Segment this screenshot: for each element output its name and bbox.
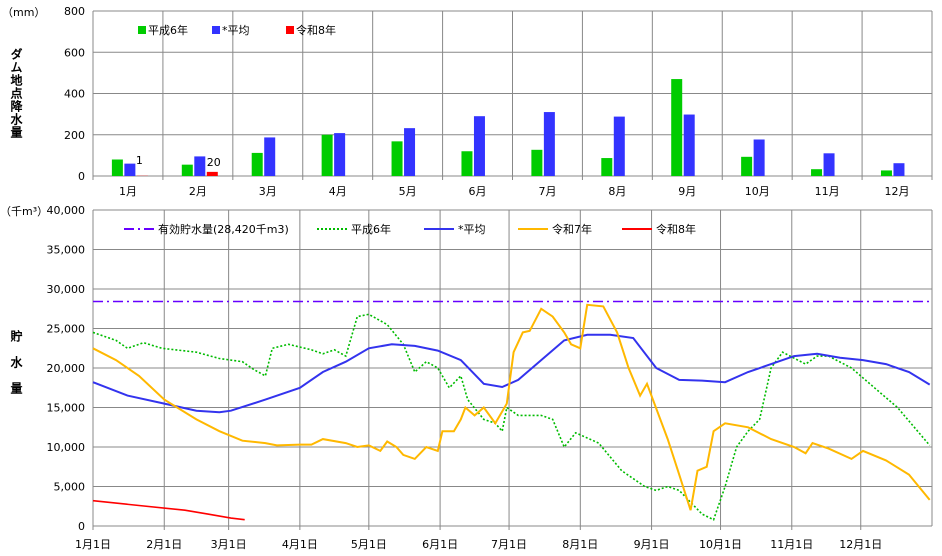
bar-y-tick-label: 800 [64, 5, 85, 18]
bar-x-tick-label: 5月 [399, 185, 417, 198]
line-x-tick-label: 4月1日 [282, 538, 318, 551]
line-legend-label: 令和8年 [656, 222, 696, 236]
line-x-tick-label: 11月1日 [770, 538, 813, 551]
line-x-tick-label: 12月1日 [839, 538, 882, 551]
series-line-3 [92, 303, 931, 511]
line-y-tick-label: 10,000 [47, 441, 86, 454]
line-y-tick-label: 0 [78, 520, 85, 533]
bar-x-tick-label: 12月 [885, 185, 910, 198]
bar-0-5 [461, 151, 473, 176]
bar-1-1 [194, 156, 206, 176]
bar-1-8 [683, 114, 695, 176]
line-x-tick-label: 9月1日 [634, 538, 670, 551]
bar-0-1 [181, 164, 193, 176]
line-x-tick-label: 2月1日 [146, 538, 182, 551]
bar-x-tick-label: 7月 [538, 185, 556, 198]
bar-2-1 [206, 171, 218, 176]
bar-y-tick-label: 600 [64, 46, 85, 59]
bar-legend-swatch [212, 26, 220, 34]
bar-1-11 [893, 163, 905, 176]
bar-x-tick-label: 9月 [678, 185, 696, 198]
bar-1-2 [264, 137, 276, 176]
bar-x-tick-label: 8月 [608, 185, 626, 198]
line-legend-label: 平成6年 [351, 222, 391, 236]
bar-x-tick-label: 6月 [469, 185, 487, 198]
bar-legend-label: 令和8年 [296, 23, 336, 37]
bar-legend-label: *平均 [222, 24, 250, 37]
bar-x-tick-label: 3月 [259, 185, 277, 198]
bar-legend-swatch [286, 26, 294, 34]
bar-1-10 [823, 153, 835, 176]
bar-data-label: 20 [207, 156, 221, 169]
line-y-tick-label: 25,000 [47, 323, 86, 336]
bar-1-4 [404, 128, 416, 176]
bar-0-0 [111, 159, 123, 176]
bottom-y-axis-title: 貯水量 [9, 330, 23, 408]
bar-0-3 [321, 134, 333, 176]
bottom-unit-label: （千m³） [0, 205, 48, 218]
line-legend-label: 令和7年 [552, 222, 592, 236]
line-legend-label: 有効貯水量(28,420千m3) [158, 222, 289, 236]
bar-1-6 [543, 112, 555, 176]
bar-0-11 [880, 170, 892, 176]
line-x-tick-label: 8月1日 [562, 538, 598, 551]
bar-1-9 [753, 139, 765, 176]
bar-1-5 [473, 116, 485, 176]
bar-0-2 [251, 152, 263, 176]
line-y-tick-label: 40,000 [47, 204, 86, 217]
bar-0-7 [601, 158, 613, 176]
series-line-1 [92, 313, 931, 521]
line-x-tick-label: 1月1日 [75, 538, 111, 551]
bar-x-tick-label: 10月 [745, 185, 770, 198]
line-y-tick-label: 15,000 [47, 402, 86, 415]
line-x-tick-label: 6月1日 [422, 538, 458, 551]
bar-data-label: 1 [136, 154, 143, 167]
bar-x-tick-label: 2月 [189, 185, 207, 198]
line-x-tick-label: 3月1日 [211, 538, 247, 551]
bar-0-8 [671, 79, 683, 176]
top-unit-label: （mm） [2, 6, 45, 19]
bar-0-10 [811, 169, 823, 176]
bar-1-7 [613, 116, 625, 176]
bar-x-tick-label: 4月 [329, 185, 347, 198]
bar-0-4 [391, 141, 403, 176]
line-y-tick-label: 5,000 [54, 481, 86, 494]
bar-0-6 [531, 149, 543, 176]
series-line-2 [92, 333, 931, 414]
bar-x-tick-label: 1月 [119, 185, 137, 198]
bar-legend-label: 平成6年 [148, 23, 188, 37]
line-x-tick-label: 5月1日 [351, 538, 387, 551]
series-line-4 [92, 499, 245, 521]
bar-y-tick-label: 200 [64, 129, 85, 142]
bar-1-0 [124, 163, 136, 176]
bar-y-tick-label: 400 [64, 88, 85, 101]
bar-1-3 [334, 133, 346, 176]
line-y-tick-label: 20,000 [47, 362, 86, 375]
line-x-tick-label: 10月1日 [699, 538, 742, 551]
line-y-tick-label: 35,000 [47, 244, 86, 257]
bar-0-9 [741, 156, 753, 176]
line-legend-label: *平均 [458, 223, 486, 236]
line-x-tick-label: 7月1日 [491, 538, 527, 551]
line-y-tick-label: 30,000 [47, 283, 86, 296]
top-y-axis-title: ダム地点降水量 [9, 48, 23, 139]
bar-legend-swatch [138, 26, 146, 34]
bar-y-tick-label: 0 [78, 170, 85, 183]
bar-x-tick-label: 11月 [815, 185, 840, 198]
